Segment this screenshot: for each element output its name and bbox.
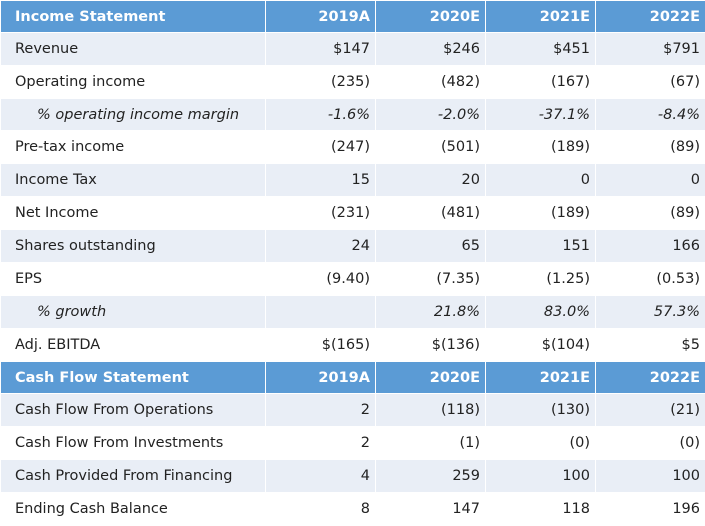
cell-value: $147 bbox=[265, 32, 376, 66]
year-header-2020e: 2020E bbox=[375, 361, 486, 394]
year-header-2022e: 2022E bbox=[595, 0, 705, 33]
cell-value: 4 bbox=[265, 459, 376, 493]
cell-value: -1.6% bbox=[265, 98, 376, 131]
cell-value: 0 bbox=[485, 163, 596, 197]
cash-flow-statement-header: Cash Flow Statement 2019A 2020E 2021E 20… bbox=[0, 361, 705, 394]
row-label: Cash Flow From Investments bbox=[0, 426, 266, 460]
cell-value: -8.4% bbox=[595, 98, 705, 131]
year-header-2019a: 2019A bbox=[265, 0, 376, 33]
cell-value bbox=[265, 295, 376, 329]
year-header-2022e: 2022E bbox=[595, 361, 705, 394]
row-label: Operating income bbox=[0, 65, 266, 99]
cell-value: (0.53) bbox=[595, 262, 705, 296]
cell-value: (501) bbox=[375, 130, 486, 164]
cell-value: 259 bbox=[375, 459, 486, 493]
row-label: EPS bbox=[0, 262, 266, 296]
income-statement-header: Income Statement 2019A 2020E 2021E 2022E bbox=[0, 0, 705, 33]
cell-value: 65 bbox=[375, 229, 486, 263]
cell-value: $(104) bbox=[485, 328, 596, 362]
cell-value: $(136) bbox=[375, 328, 486, 362]
cell-value: (67) bbox=[595, 65, 705, 99]
cell-value: (89) bbox=[595, 196, 705, 230]
row-income-tax: Income Tax 15 20 0 0 bbox=[0, 163, 705, 197]
cell-value: (189) bbox=[485, 196, 596, 230]
row-label: Pre-tax income bbox=[0, 130, 266, 164]
cell-value: 24 bbox=[265, 229, 376, 263]
row-revenue: Revenue $147 $246 $451 $791 bbox=[0, 32, 705, 66]
cell-value: 2 bbox=[265, 426, 376, 460]
cell-value: (247) bbox=[265, 130, 376, 164]
cell-value: -37.1% bbox=[485, 98, 596, 131]
cell-value: (1) bbox=[375, 426, 486, 460]
cell-value: (0) bbox=[485, 426, 596, 460]
year-header-2021e: 2021E bbox=[485, 0, 596, 33]
cell-value: 15 bbox=[265, 163, 376, 197]
cell-value: $246 bbox=[375, 32, 486, 66]
row-cash-flow-operations: Cash Flow From Operations 2 (118) (130) … bbox=[0, 393, 705, 427]
cell-value: (481) bbox=[375, 196, 486, 230]
cell-value: 118 bbox=[485, 492, 596, 526]
cell-value: 196 bbox=[595, 492, 705, 526]
row-pre-tax-income: Pre-tax income (247) (501) (189) (89) bbox=[0, 130, 705, 164]
cell-value: (189) bbox=[485, 130, 596, 164]
row-cash-provided-financing: Cash Provided From Financing 4 259 100 1… bbox=[0, 459, 705, 493]
cell-value: (231) bbox=[265, 196, 376, 230]
cell-value: (130) bbox=[485, 393, 596, 427]
cell-value: $5 bbox=[595, 328, 705, 362]
cell-value: $451 bbox=[485, 32, 596, 66]
cell-value: (89) bbox=[595, 130, 705, 164]
cell-value: $791 bbox=[595, 32, 705, 66]
cell-value: $(165) bbox=[265, 328, 376, 362]
row-label: Income Tax bbox=[0, 163, 266, 197]
row-label: Ending Cash Balance bbox=[0, 492, 266, 526]
cell-value: 0 bbox=[595, 163, 705, 197]
row-operating-income-margin: % operating income margin -1.6% -2.0% -3… bbox=[0, 98, 705, 131]
cell-value: (21) bbox=[595, 393, 705, 427]
cell-value: 100 bbox=[595, 459, 705, 493]
row-label: Cash Flow From Operations bbox=[0, 393, 266, 427]
cell-value: 20 bbox=[375, 163, 486, 197]
row-operating-income: Operating income (235) (482) (167) (67) bbox=[0, 65, 705, 99]
cell-value: 83.0% bbox=[485, 295, 596, 329]
year-header-2019a: 2019A bbox=[265, 361, 376, 394]
cell-value: (167) bbox=[485, 65, 596, 99]
cell-value: 2 bbox=[265, 393, 376, 427]
row-label: Revenue bbox=[0, 32, 266, 66]
cell-value: 8 bbox=[265, 492, 376, 526]
row-adj-ebitda: Adj. EBITDA $(165) $(136) $(104) $5 bbox=[0, 328, 705, 362]
row-label: Adj. EBITDA bbox=[0, 328, 266, 362]
row-ending-cash-balance: Ending Cash Balance 8 147 118 196 bbox=[0, 492, 705, 526]
cell-value: (482) bbox=[375, 65, 486, 99]
row-label: Net Income bbox=[0, 196, 266, 230]
cell-value: 21.8% bbox=[375, 295, 486, 329]
cell-value: (1.25) bbox=[485, 262, 596, 296]
cell-value: (0) bbox=[595, 426, 705, 460]
row-label: % growth bbox=[0, 295, 266, 329]
row-eps-growth: % growth 21.8% 83.0% 57.3% bbox=[0, 295, 705, 329]
cell-value: 151 bbox=[485, 229, 596, 263]
row-label: Cash Provided From Financing bbox=[0, 459, 266, 493]
row-label: % operating income margin bbox=[0, 98, 266, 131]
cash-flow-statement-title: Cash Flow Statement bbox=[0, 361, 266, 394]
row-eps: EPS (9.40) (7.35) (1.25) (0.53) bbox=[0, 262, 705, 296]
year-header-2021e: 2021E bbox=[485, 361, 596, 394]
cell-value: 57.3% bbox=[595, 295, 705, 329]
income-statement-title: Income Statement bbox=[0, 0, 266, 33]
cell-value: 100 bbox=[485, 459, 596, 493]
row-label: Shares outstanding bbox=[0, 229, 266, 263]
cell-value: (7.35) bbox=[375, 262, 486, 296]
row-shares-outstanding: Shares outstanding 24 65 151 166 bbox=[0, 229, 705, 263]
cell-value: (235) bbox=[265, 65, 376, 99]
cell-value: (9.40) bbox=[265, 262, 376, 296]
row-net-income: Net Income (231) (481) (189) (89) bbox=[0, 196, 705, 230]
row-cash-flow-investments: Cash Flow From Investments 2 (1) (0) (0) bbox=[0, 426, 705, 460]
cell-value: (118) bbox=[375, 393, 486, 427]
cell-value: -2.0% bbox=[375, 98, 486, 131]
cell-value: 147 bbox=[375, 492, 486, 526]
year-header-2020e: 2020E bbox=[375, 0, 486, 33]
cell-value: 166 bbox=[595, 229, 705, 263]
